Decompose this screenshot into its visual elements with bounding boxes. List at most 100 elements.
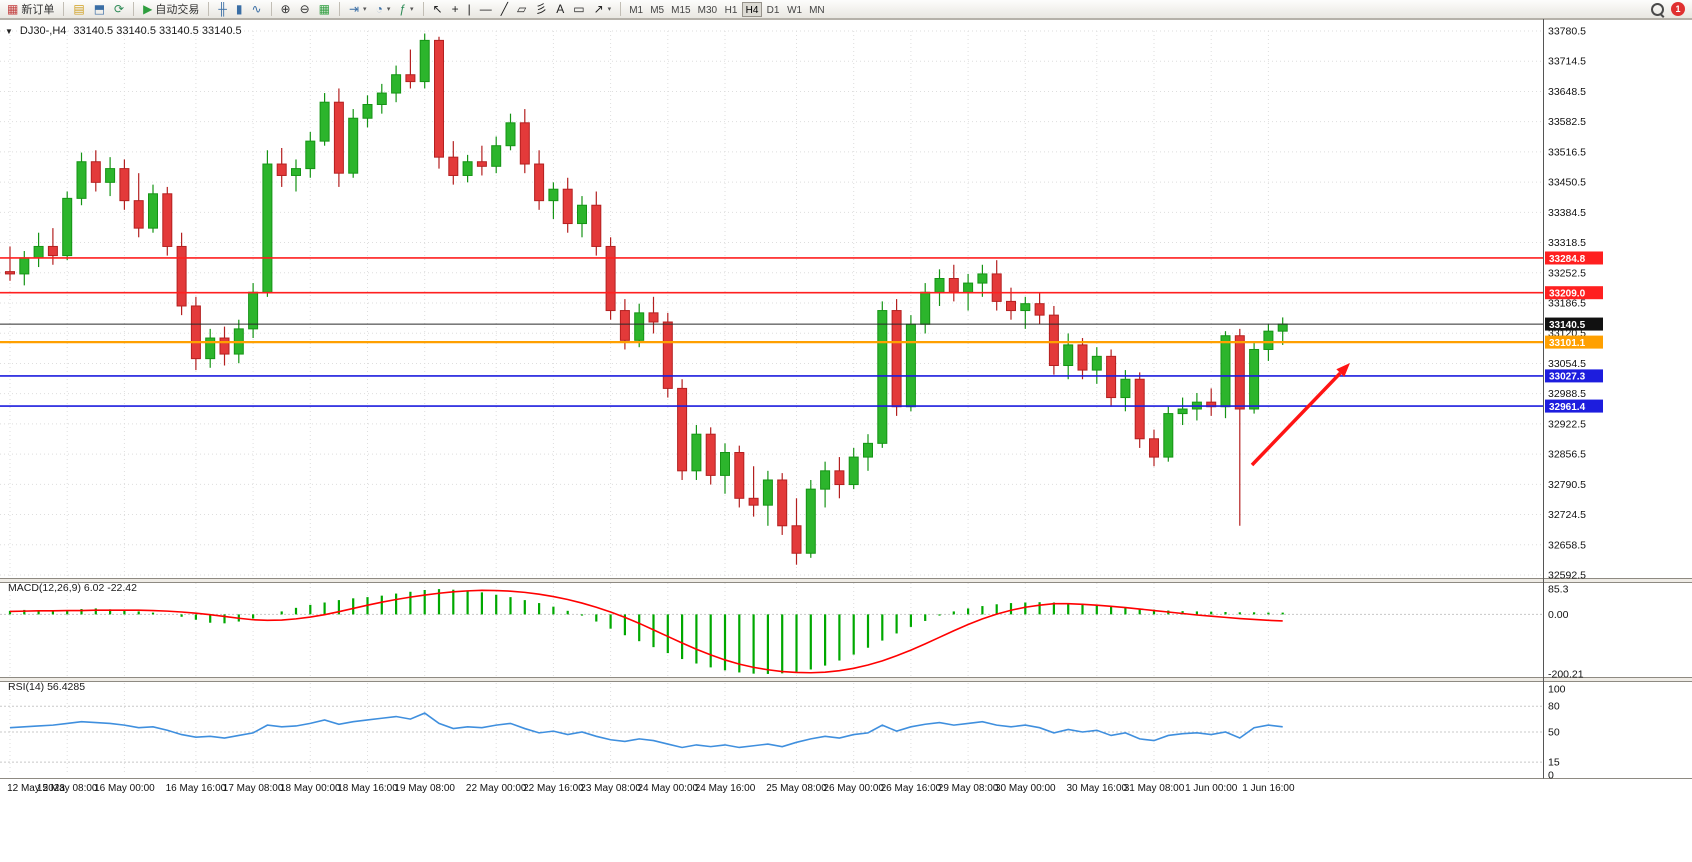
svg-text:26 May 16:00: 26 May 16:00	[881, 783, 942, 794]
svg-text:24 May 16:00: 24 May 16:00	[695, 783, 756, 794]
market-icon: ▤	[73, 2, 85, 16]
line-chart-button[interactable]: ∿	[247, 1, 265, 17]
crosshair-button[interactable]: +	[448, 1, 463, 17]
dropdown-caret-icon: ▾	[410, 6, 414, 13]
horizontal-levels	[0, 257, 1543, 407]
trendline-icon: ╱	[500, 2, 508, 16]
svg-text:16 May 16:00: 16 May 16:00	[166, 783, 227, 794]
label-button[interactable]: ▭	[569, 1, 588, 17]
svg-text:33516.5: 33516.5	[1548, 146, 1586, 158]
timeframe-h4-button[interactable]: H4	[742, 1, 763, 17]
channel-button[interactable]: ▱	[513, 1, 530, 17]
tile-windows-button[interactable]: ⬒	[90, 1, 109, 17]
svg-text:0: 0	[1548, 770, 1554, 782]
vertical-line-icon: |	[467, 2, 471, 16]
svg-text:33780.5: 33780.5	[1548, 26, 1586, 38]
price-axis: 33780.5 33714.5 33648.5 33582.5 33516.5 33450…	[1543, 19, 1603, 782]
line-chart-icon: ∿	[251, 2, 262, 16]
svg-text:32988.5: 32988.5	[1548, 388, 1586, 400]
candlestick-chart-button[interactable]: ▮	[232, 1, 247, 17]
toolbar: ▦ 新订单 ▤ ⬒ ⟳ ▶ 自动交易 ╫ ▮ ∿ ⊕ ⊖ ▦ ⇥ ▾ ◔ ▾ ƒ ▾ ↖ + | ― ╱ ▱ 彡 A ▭ ↗ ▾ M1 M5 M…	[0, 0, 1692, 19]
cursor-button[interactable]: ↖	[429, 1, 447, 17]
new-order-button-label: 新订单	[21, 4, 55, 16]
chart-shift-button[interactable]: ◔ ▾	[372, 1, 395, 17]
svg-text:17 May 08:00: 17 May 08:00	[223, 783, 284, 794]
vertical-line-button[interactable]: |	[464, 1, 475, 17]
svg-text:19 May 08:00: 19 May 08:00	[394, 783, 455, 794]
toolbar-buttons: ▦ 新订单 ▤ ⬒ ⟳ ▶ 自动交易 ╫ ▮ ∿ ⊕ ⊖ ▦ ⇥ ▾ ◔ ▾ ƒ ▾ ↖ + | ― ╱ ▱ 彡 A ▭ ↗ ▾ M1 M5 M…	[3, 1, 828, 17]
trendline-button[interactable]: ╱	[497, 1, 512, 17]
annotations	[1250, 363, 1350, 467]
toolbar-separator	[422, 2, 424, 16]
indicators-icon: ƒ	[399, 2, 407, 16]
macd-label: MACD(12,26,9) 6.02 -22.42	[8, 582, 137, 594]
svg-text:32790.5: 32790.5	[1548, 479, 1586, 491]
fibonacci-button[interactable]: 彡	[531, 1, 551, 17]
svg-text:33384.5: 33384.5	[1548, 207, 1586, 219]
svg-text:32922.5: 32922.5	[1548, 418, 1586, 430]
timeframe-m15-button[interactable]: M15	[668, 2, 693, 17]
search-icon[interactable]	[1651, 2, 1664, 16]
autoscroll-icon: ⇥	[348, 2, 360, 16]
svg-text:0.00: 0.00	[1548, 609, 1569, 621]
chart-shift-icon: ◔	[375, 2, 383, 16]
timeframe-m5-button[interactable]: M5	[647, 2, 667, 17]
new-order-icon: ▦	[7, 2, 19, 16]
svg-text:100: 100	[1548, 684, 1566, 696]
horizontal-line-button[interactable]: ―	[476, 1, 496, 17]
svg-text:24 May 00:00: 24 May 00:00	[637, 783, 698, 794]
horizontal-line-icon: ―	[479, 2, 492, 16]
svg-text:32961.4: 32961.4	[1549, 402, 1586, 413]
dropdown-caret-icon: ▾	[386, 6, 391, 13]
timeframe-m1-button[interactable]: M1	[626, 2, 646, 17]
svg-text:31 May 08:00: 31 May 08:00	[1124, 783, 1185, 794]
svg-text:33318.5: 33318.5	[1548, 237, 1586, 249]
autotrading-button-label: 自动交易	[155, 4, 200, 16]
indicators-button[interactable]: ƒ ▾	[395, 1, 417, 17]
autoscroll-button[interactable]: ⇥ ▾	[345, 1, 371, 17]
tile-charts-button[interactable]: ▦	[315, 1, 334, 17]
refresh-button[interactable]: ⟳	[110, 1, 128, 17]
timeframe-m30-button[interactable]: M30	[695, 2, 720, 17]
market-button[interactable]: ▤	[69, 1, 88, 17]
svg-text:80: 80	[1548, 701, 1560, 713]
new-order-button[interactable]: ▦ 新订单	[3, 1, 58, 17]
svg-text:18 May 16:00: 18 May 16:00	[337, 783, 398, 794]
toolbar-separator	[208, 2, 210, 16]
arrows-button[interactable]: ↗ ▾	[590, 1, 616, 17]
cursor-icon: ↖	[432, 2, 443, 16]
chart-canvas[interactable]: 33780.5 33714.5 33648.5 33582.5 33516.5 33450…	[0, 19, 1692, 799]
crosshair-icon: +	[451, 2, 459, 16]
text-button[interactable]: A	[552, 1, 568, 17]
svg-text:33054.5: 33054.5	[1548, 358, 1586, 370]
svg-text:15 May 08:00: 15 May 08:00	[37, 783, 98, 794]
zoom-in-button[interactable]: ⊕	[277, 1, 295, 17]
dropdown-caret-icon: ▾	[363, 6, 367, 13]
svg-text:33252.5: 33252.5	[1548, 267, 1586, 279]
channel-icon: ▱	[516, 2, 527, 16]
bar-chart-button[interactable]: ╫	[214, 1, 231, 17]
fibonacci-icon: 彡	[535, 2, 548, 16]
svg-text:33101.1: 33101.1	[1549, 338, 1586, 349]
svg-text:18 May 00:00: 18 May 00:00	[280, 783, 341, 794]
svg-text:33714.5: 33714.5	[1548, 56, 1586, 68]
svg-text:50: 50	[1548, 727, 1560, 739]
dropdown-caret-icon: ▾	[607, 6, 612, 13]
svg-text:25 May 08:00: 25 May 08:00	[766, 783, 827, 794]
timeframe-w1-button[interactable]: W1	[784, 2, 805, 17]
candlesticks	[5, 33, 1288, 565]
zoom-out-button[interactable]: ⊖	[296, 1, 314, 17]
timeframe-h1-button[interactable]: H1	[721, 2, 741, 17]
toolbar-separator	[270, 2, 272, 16]
notification-badge[interactable]: 1	[1671, 2, 1685, 16]
svg-text:-200.21: -200.21	[1548, 669, 1584, 681]
autotrading-button[interactable]: ▶ 自动交易	[139, 1, 203, 17]
svg-text:33027.3: 33027.3	[1549, 372, 1586, 383]
symbol-dropdown-icon[interactable]: ▼	[5, 26, 13, 36]
timeframe-mn-button[interactable]: MN	[806, 2, 828, 17]
svg-text:33186.5: 33186.5	[1548, 298, 1586, 310]
svg-text:32724.5: 32724.5	[1548, 509, 1586, 521]
timeframe-d1-button[interactable]: D1	[763, 2, 783, 17]
svg-text:33284.8: 33284.8	[1549, 254, 1586, 265]
